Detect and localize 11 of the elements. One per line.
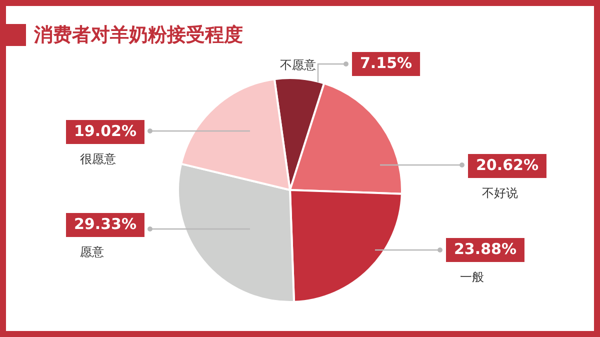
data-label: 23.88%	[454, 240, 516, 258]
slice-label: 不愿意	[280, 58, 316, 72]
data-label: 29.33%	[74, 214, 136, 233]
data-label: 7.15%	[360, 54, 412, 72]
slice-label: 愿意	[80, 245, 104, 260]
chart-title: 消费者对羊奶粉接受程度	[34, 23, 243, 48]
data-label: 19.02%	[74, 122, 136, 140]
slice-label: 不好说	[482, 186, 518, 200]
slice-label: 很愿意	[80, 152, 116, 166]
data-label: 20.62%	[476, 156, 538, 174]
slice-label: 一般	[460, 270, 484, 284]
